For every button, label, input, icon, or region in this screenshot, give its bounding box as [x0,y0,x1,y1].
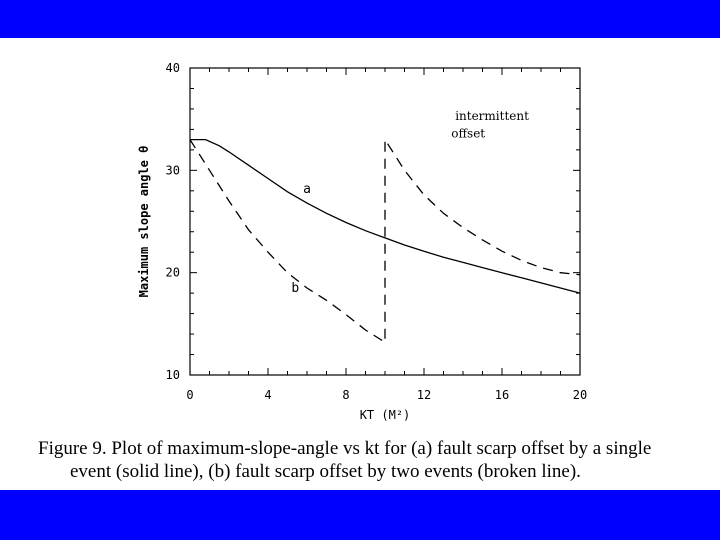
series-b-dashed-line [189,137,581,344]
annotation-text: intermittent [455,109,529,123]
y-tick-label: 30 [166,163,180,177]
x-tick-label: 16 [495,388,509,402]
x-tick-label: 12 [417,388,431,402]
y-tick-label: 40 [166,61,180,75]
bottom-blue-band [0,490,720,540]
top-blue-band [0,0,720,38]
y-axis-label: Maximum slope angle θ [137,146,151,298]
series-a-solid-line [190,138,581,294]
x-tick-label: 4 [264,388,271,402]
curve-label-b: b [291,281,299,296]
x-tick-label: 0 [186,388,193,402]
figure-caption: Figure 9. Plot of maximum-slope-angle vs… [38,437,698,483]
x-axis-label: KT (M²) [360,408,411,422]
data-series [189,137,581,344]
x-tick-label: 8 [342,388,349,402]
x-tick-label: 20 [573,388,587,402]
annotation-text: offset [451,127,485,141]
caption-line-2: event (solid line), (b) fault scarp offs… [70,461,581,482]
caption-line-1: Figure 9. Plot of maximum-slope-angle vs… [38,438,652,459]
y-tick-label: 20 [166,266,180,280]
annotations: intermittent offset a b [291,109,529,296]
y-tick-label: 10 [166,368,180,382]
curve-label-a: a [303,182,311,197]
